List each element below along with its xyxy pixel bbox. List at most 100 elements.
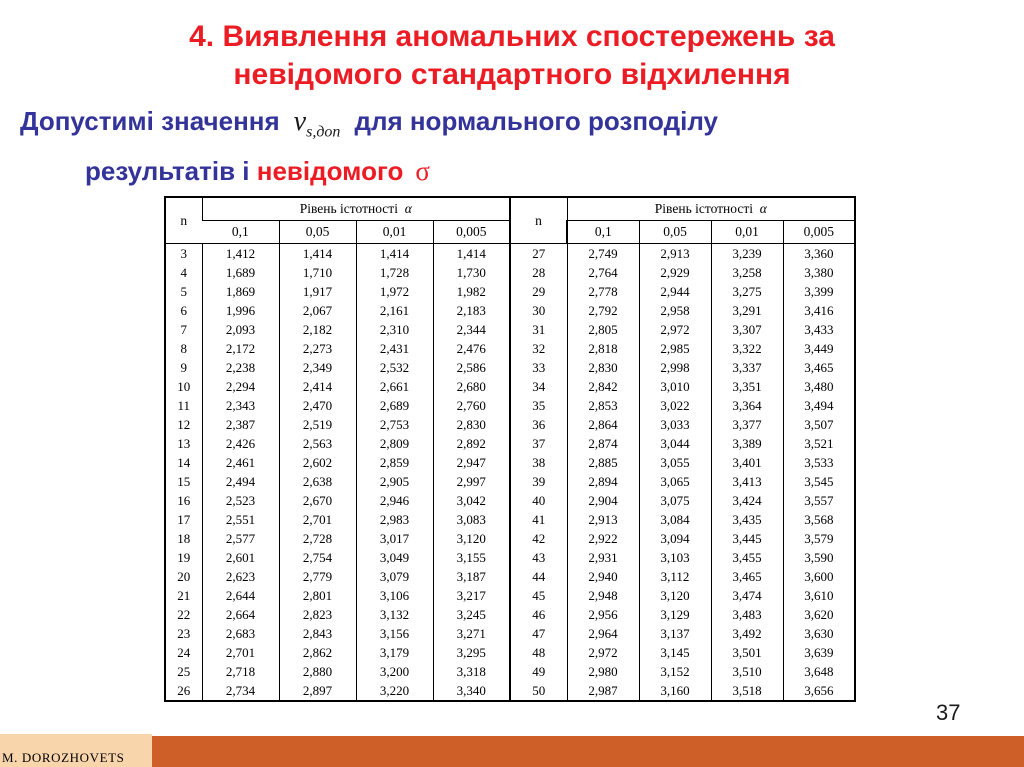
value-cell: 2,980 (566, 662, 640, 681)
value-cell: 2,532 (355, 358, 433, 377)
value-cell: 2,683 (201, 624, 279, 643)
value-cell: 2,764 (566, 263, 640, 282)
value-cell: 2,664 (201, 605, 279, 624)
value-cell: 2,922 (566, 529, 640, 548)
n-cell: 7 (180, 322, 188, 337)
value-cell: 3,399 (782, 282, 856, 301)
table-row: 20 2,623 2,779 3,079 3,187 44 2,940 3,112 3,465 3… (165, 567, 856, 586)
value-cell: 2,551 (201, 510, 279, 529)
n-cell: 16 (177, 493, 191, 508)
page-title-line2: невідомого стандартного відхилення (233, 58, 791, 91)
value-cell: 3,351 (710, 377, 784, 396)
n-cell: 36 (509, 415, 568, 434)
subtitle-text-after: для нормального розподілу (354, 106, 718, 136)
value-cell: 2,680 (432, 377, 511, 396)
page-title-line1: 4. Виявлення аномальних спостережень за (189, 20, 835, 53)
value-cell: 3,075 (638, 491, 712, 510)
value-cell: 2,859 (355, 453, 433, 472)
value-cell: 2,985 (638, 339, 712, 358)
value-cell: 3,245 (432, 605, 511, 624)
subtitle-text-before: Допустимі значення (20, 106, 280, 136)
value-cell: 2,161 (355, 301, 433, 320)
value-cell: 3,083 (432, 510, 511, 529)
value-cell: 3,017 (355, 529, 433, 548)
value-cell: 3,042 (432, 491, 511, 510)
n-column-header-right: n (509, 197, 568, 244)
n-cell: 13 (177, 436, 191, 451)
value-cell: 2,414 (278, 377, 356, 396)
value-cell: 3,084 (638, 510, 712, 529)
page-number: 37 (936, 700, 961, 725)
value-cell: 3,106 (355, 586, 433, 605)
value-cell: 2,885 (566, 453, 640, 472)
value-cell: 2,904 (566, 491, 640, 510)
value-cell: 2,093 (201, 320, 279, 339)
value-cell: 3,152 (638, 662, 712, 681)
n-cell: 5 (180, 284, 188, 299)
table-row: 4 1,689 1,710 1,728 1,730 28 2,764 2,929 3,258 3,… (165, 263, 856, 282)
table-row: 25 2,718 2,880 3,200 3,318 49 2,980 3,152 3,510 3… (165, 662, 856, 681)
n-cell: 50 (509, 681, 568, 701)
n-cell: 3 (180, 246, 188, 261)
value-cell: 3,630 (782, 624, 856, 643)
value-cell: 3,389 (710, 434, 784, 453)
value-cell: 3,271 (432, 624, 511, 643)
value-cell: 3,639 (782, 643, 856, 662)
n-column-header-left: n (165, 197, 202, 244)
value-cell: 2,823 (278, 605, 356, 624)
value-cell: 3,220 (355, 681, 433, 701)
value-cell: 1,414 (355, 243, 433, 263)
table-row: 6 1,996 2,067 2,161 2,183 30 2,792 2,958 3,291 3,… (165, 301, 856, 320)
value-cell: 2,343 (201, 396, 279, 415)
value-cell: 3,049 (355, 548, 433, 567)
value-cell: 2,349 (278, 358, 356, 377)
value-cell: 3,465 (710, 567, 784, 586)
value-cell: 2,931 (566, 548, 640, 567)
value-cell: 3,413 (710, 472, 784, 491)
value-cell: 3,445 (710, 529, 784, 548)
value-cell: 3,179 (355, 643, 433, 662)
value-cell: 1,414 (432, 243, 511, 263)
value-cell: 2,778 (566, 282, 640, 301)
value-cell: 3,401 (710, 453, 784, 472)
footer-author-block: M. DOROZHOVETS (0, 734, 152, 767)
value-cell: 2,182 (278, 320, 356, 339)
table-body: 3 1,412 1,414 1,414 1,414 27 2,749 2,913 3,239 3,… (165, 243, 856, 701)
value-cell: 2,842 (566, 377, 640, 396)
value-cell: 2,913 (566, 510, 640, 529)
table-row: 22 2,664 2,823 3,132 3,245 46 2,956 3,129 3,483 3… (165, 605, 856, 624)
value-cell: 3,501 (710, 643, 784, 662)
n-cell: 10 (177, 379, 191, 394)
value-cell: 3,156 (355, 624, 433, 643)
subtitle-line2-blue: результатів і (85, 155, 250, 186)
alpha-level-header: 0,1 (566, 220, 640, 244)
n-cell: 35 (509, 396, 568, 415)
value-cell: 2,387 (201, 415, 279, 434)
value-cell: 3,145 (638, 643, 712, 662)
n-cell: 47 (509, 624, 568, 643)
subtitle-line2: результатів і невідомого σ (85, 152, 1010, 190)
value-cell: 2,623 (201, 567, 279, 586)
value-cell: 2,809 (355, 434, 433, 453)
value-cell: 3,494 (782, 396, 856, 415)
value-cell: 3,518 (710, 681, 784, 701)
value-cell: 3,364 (710, 396, 784, 415)
value-cell: 3,079 (355, 567, 433, 586)
value-cell: 3,474 (710, 586, 784, 605)
value-cell: 3,521 (782, 434, 856, 453)
value-cell: 1,728 (355, 263, 433, 282)
value-cell: 3,065 (638, 472, 712, 491)
value-cell: 2,818 (566, 339, 640, 358)
value-cell: 3,416 (782, 301, 856, 320)
value-cell: 2,172 (201, 339, 279, 358)
value-cell: 2,792 (566, 301, 640, 320)
value-cell: 3,318 (432, 662, 511, 681)
value-cell: 2,805 (566, 320, 640, 339)
value-cell: 3,656 (782, 681, 856, 701)
value-cell: 3,600 (782, 567, 856, 586)
value-cell: 3,022 (638, 396, 712, 415)
value-cell: 3,155 (432, 548, 511, 567)
table-row: 17 2,551 2,701 2,983 3,083 41 2,913 3,084 3,435 3… (165, 510, 856, 529)
n-cell: 26 (177, 683, 191, 698)
value-cell: 3,492 (710, 624, 784, 643)
